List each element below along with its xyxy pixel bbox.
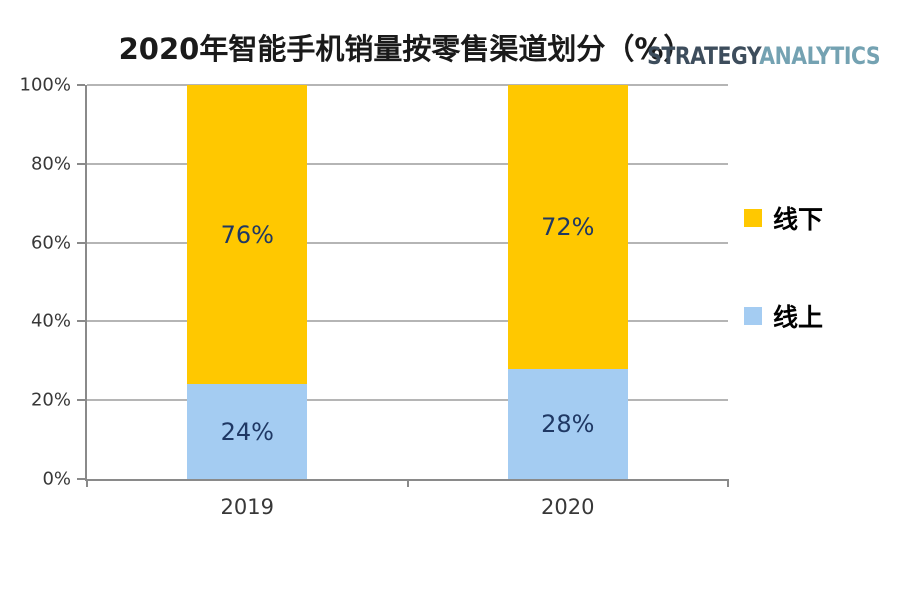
strategy-analytics-logo: STRATEGYANALYTICS xyxy=(647,42,880,70)
logo-text-analytics: ANALYTICS xyxy=(759,42,880,70)
x-axis-tick xyxy=(406,479,409,487)
bar-segment-线下-2020: 72% xyxy=(507,85,628,369)
y-axis-tick-40 xyxy=(77,320,85,323)
y-axis-label-40: 40% xyxy=(30,310,71,332)
y-axis-tick-100 xyxy=(77,84,85,86)
y-axis-tick-20 xyxy=(77,399,85,402)
gridline-100 xyxy=(87,84,728,86)
legend-item-线上: 线上 xyxy=(744,298,823,334)
gridline-80 xyxy=(87,162,728,165)
gridline-60 xyxy=(87,241,728,244)
legend: 线下 线上 xyxy=(744,200,823,396)
y-axis-label-60: 60% xyxy=(30,232,71,254)
bar-value-label: 24% xyxy=(220,417,274,446)
bar-segment-线上-2019: 24% xyxy=(187,384,308,479)
legend-swatch xyxy=(744,307,762,325)
y-axis-tick-60 xyxy=(77,241,85,244)
x-axis-label-2019: 2019 xyxy=(220,495,274,519)
legend-label: 线下 xyxy=(773,205,824,234)
y-axis-label-0: 0% xyxy=(42,468,71,490)
y-axis-label-20: 20% xyxy=(30,389,71,411)
y-axis-label-100: 100% xyxy=(19,74,71,96)
gridline-20 xyxy=(87,399,728,402)
logo-text-strategy: STRATEGY xyxy=(646,42,760,70)
plot-area: 0% 20% 40% 60% 80% 100% 24% 76% 2019 28% 72% 2020 xyxy=(20,75,729,519)
bar-value-label: 76% xyxy=(220,220,274,249)
bar-2020: 28% 72% xyxy=(507,85,628,479)
x-axis-tick xyxy=(727,479,729,487)
legend-swatch xyxy=(744,209,762,227)
x-axis-label-2020: 2020 xyxy=(541,495,595,519)
bar-2019: 24% 76% xyxy=(187,85,308,479)
legend-label: 线上 xyxy=(773,303,824,332)
chart-title: 2020年智能手机销量按零售渠道划分（%） xyxy=(118,32,693,66)
bar-segment-线下-2019: 76% xyxy=(187,85,308,385)
gridline-40 xyxy=(87,320,728,323)
y-axis-tick-80 xyxy=(77,162,85,165)
bar-value-label: 28% xyxy=(541,409,595,438)
y-axis-label-80: 80% xyxy=(30,153,71,175)
legend-item-线下: 线下 xyxy=(744,200,823,236)
x-axis-tick xyxy=(86,479,88,487)
bar-segment-线上-2020: 28% xyxy=(507,368,628,479)
y-axis-tick-0 xyxy=(77,478,85,480)
bar-value-label: 72% xyxy=(541,212,595,241)
